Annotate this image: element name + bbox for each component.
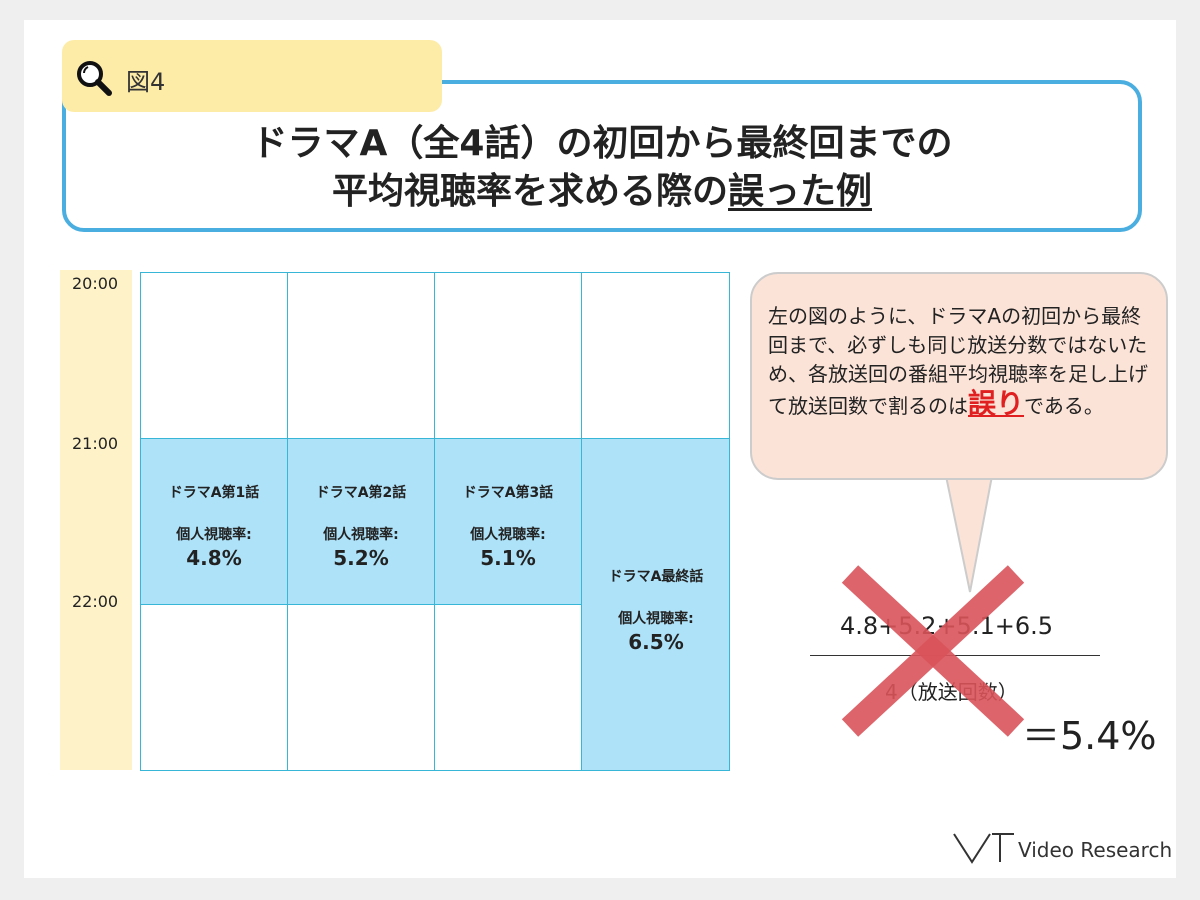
episode-2-info: ドラマA第2話 個人視聴率: 5.2% xyxy=(288,482,434,570)
episode-name: ドラマA最終話 xyxy=(608,569,704,585)
time-label-2100: 21:00 xyxy=(72,434,119,453)
figure-label: 図4 xyxy=(126,68,166,96)
rating-label: 個人視聴率: xyxy=(323,527,399,543)
rating-label: 個人視聴率: xyxy=(470,527,546,543)
rating-value: 5.1% xyxy=(480,546,536,570)
logo-text: Video Research xyxy=(1018,838,1173,862)
time-label-2000: 20:00 xyxy=(72,274,119,293)
final-episode-info: ドラマA最終話 個人視聴率: 6.5% xyxy=(583,566,729,654)
empty-slot xyxy=(140,604,288,771)
bubble-text: 左の図のように、ドラマAの初回から最終回まで、必ずしも同じ放送分数ではないため、… xyxy=(768,302,1158,421)
speech-bubble xyxy=(750,272,1168,480)
formula-result: ＝5.4% xyxy=(1022,714,1157,758)
empty-slot xyxy=(434,604,582,771)
episode-name: ドラマA第2話 xyxy=(315,485,407,501)
title-line-2-main: 平均視聴率を求める際の xyxy=(331,171,728,212)
episode-3-info: ドラマA第3話 個人視聴率: 5.1% xyxy=(435,482,581,570)
video-research-logo-icon xyxy=(953,833,1014,864)
episode-name: ドラマA第1話 xyxy=(168,485,260,501)
episode-name: ドラマA第3話 xyxy=(462,485,554,501)
title-emphasis: 誤った例 xyxy=(728,171,873,212)
time-label-2200: 22:00 xyxy=(72,592,119,611)
rating-label: 個人視聴率: xyxy=(618,611,694,627)
magnifier-icon xyxy=(77,61,112,96)
cross-mark-icon xyxy=(841,565,1025,737)
time-axis-bar xyxy=(60,270,132,770)
title-line-1: ドラマA（全4話）の初回から最終回までの xyxy=(251,123,953,164)
rating-value: 6.5% xyxy=(628,630,684,654)
bubble-emphasis: 誤り xyxy=(968,387,1025,420)
title-line-2: 平均視聴率を求める際の誤った例 xyxy=(62,170,1142,214)
final-episode-slot xyxy=(581,438,730,771)
rating-value: 5.2% xyxy=(333,546,389,570)
empty-slot xyxy=(434,272,582,439)
episode-3-slot xyxy=(434,438,582,605)
bubble-main-text: 左の図のように、ドラマAの初回から最終回まで、必ずしも同じ放送分数ではないため、… xyxy=(768,304,1148,418)
empty-slot xyxy=(287,272,435,439)
episode-2-slot xyxy=(287,438,435,605)
empty-slot xyxy=(140,272,288,439)
bubble-tail-text: である。 xyxy=(1024,394,1104,418)
rating-value: 4.8% xyxy=(186,546,242,570)
episode-1-info: ドラマA第1話 個人視聴率: 4.8% xyxy=(141,482,287,570)
rating-label: 個人視聴率: xyxy=(176,527,252,543)
empty-slot xyxy=(287,604,435,771)
figure-tab xyxy=(62,40,442,112)
empty-slot xyxy=(581,272,730,439)
